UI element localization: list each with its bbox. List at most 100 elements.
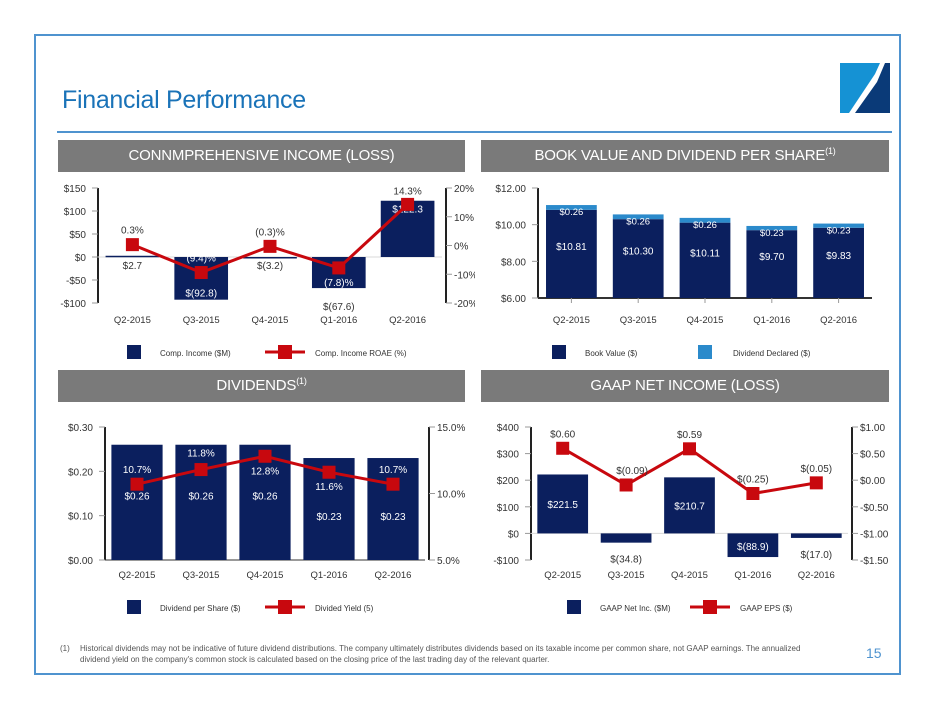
legend-label: GAAP Net Inc. ($M) (600, 604, 671, 613)
y2-tick-label: 10% (454, 213, 474, 224)
x-tick-label: Q4-2015 (687, 315, 724, 326)
legend-swatch-bar (552, 345, 566, 359)
legend-label: Comp. Income ($M) (160, 349, 231, 358)
x-tick-label: Q4-2015 (247, 570, 284, 581)
title-divider (57, 131, 892, 133)
page-number: 15 (866, 645, 882, 661)
line-value-label: $0.60 (550, 429, 575, 440)
y2-tick-label: 15.0% (437, 423, 465, 434)
line-value-label: 11.8% (187, 449, 215, 460)
bar-top-value-label: $0.26 (693, 220, 717, 231)
x-tick-label: Q2-2016 (375, 570, 412, 581)
line-marker (809, 476, 823, 490)
bar-top-value-label: $0.23 (760, 228, 784, 239)
y2-tick-label: -$0.50 (860, 503, 889, 514)
bar-dividend-declared (746, 225, 798, 231)
line-marker (130, 477, 144, 491)
panel-header-text: BOOK VALUE AND DIVIDEND PER SHARE (534, 147, 826, 164)
x-tick-label: Q2-2015 (544, 570, 581, 581)
y-tick-label: $0.10 (68, 512, 93, 523)
y-tick-label: $100 (64, 207, 87, 218)
bar-value-label: $9.83 (826, 251, 851, 262)
bar-dividend-declared (546, 205, 597, 210)
y2-tick-label: 20% (454, 184, 474, 195)
y-tick-label: -$100 (60, 299, 86, 310)
bar (239, 444, 291, 560)
y-tick-label: $50 (69, 230, 86, 241)
bar-top-value-label: $0.23 (827, 226, 851, 237)
line-value-label: 10.7% (379, 465, 407, 476)
bar-top-value-label: $0.26 (626, 216, 650, 227)
panel-header-comp-income: CONNMPREHENSIVE INCOME (LOSS) (58, 140, 465, 172)
x-tick-label: Q2-2015 (553, 315, 590, 326)
x-tick-label: Q2-2015 (119, 570, 156, 581)
line-marker (556, 441, 570, 455)
bar-book-value (546, 209, 597, 298)
bar-book-value (612, 219, 664, 298)
legend-swatch-bar (127, 345, 141, 359)
footnote-marker: (1) (60, 644, 70, 653)
footnote-text: Historical dividends may not be indicati… (80, 644, 801, 664)
y-tick-label: $8.00 (501, 257, 526, 268)
panel-header-text: GAAP NET INCOME (LOSS) (590, 377, 780, 394)
y2-tick-label: -10% (454, 270, 475, 281)
bar-value-label: $0.23 (316, 512, 341, 523)
company-logo-icon (840, 63, 890, 113)
line-value-label: 11.6% (315, 482, 343, 493)
line-marker (401, 197, 415, 211)
panel-header-gaap-net-income: GAAP NET INCOME (LOSS) (481, 370, 889, 402)
y-tick-label: $12.00 (495, 184, 526, 195)
y2-tick-label: $0.50 (860, 450, 885, 461)
bar (243, 257, 297, 259)
legend-swatch-bar (567, 600, 581, 614)
line-value-label: $(0.05) (800, 464, 832, 475)
line-value-label: (7.8)% (324, 278, 354, 289)
x-tick-label: Q1-2016 (311, 570, 348, 581)
bar-value-label: $10.81 (556, 242, 587, 253)
line-marker (322, 465, 336, 479)
line-marker (746, 487, 760, 500)
y2-tick-label: 5.0% (437, 556, 460, 567)
y2-tick-label: -$1.00 (860, 529, 889, 540)
bar-value-label: $(17.0) (800, 550, 832, 561)
bar (111, 444, 163, 560)
panel-header-text: CONNMPREHENSIVE INCOME (LOSS) (128, 147, 395, 164)
line-marker (194, 266, 208, 280)
bar-value-label: $221.5 (547, 500, 578, 511)
y-tick-label: -$100 (493, 556, 519, 567)
x-tick-label: Q3-2015 (183, 315, 220, 326)
y2-tick-label: -$1.50 (860, 556, 889, 567)
y-tick-label: $0.20 (68, 467, 93, 478)
bar-book-value (679, 222, 731, 298)
y-tick-label: $0.00 (68, 556, 93, 567)
bar-value-label: $(34.8) (610, 555, 642, 566)
x-tick-label: Q4-2015 (671, 570, 708, 581)
line-value-label: 10.7% (123, 465, 151, 476)
book-value-chart: $6.00 $8.00 $10.00 $12.00 Q2-2015 Q3-2015 Q4-2… (495, 184, 872, 359)
bar (600, 533, 652, 543)
legend-label: Comp. Income ROAE (%) (315, 349, 407, 358)
bar-value-label: $(3.2) (257, 261, 283, 272)
x-tick-label: Q2-2016 (798, 570, 835, 581)
bar (367, 458, 419, 560)
line-marker (683, 442, 696, 456)
panel-header-sup: (1) (825, 146, 836, 156)
page-title: Financial Performance (62, 86, 306, 114)
bar-value-label: $210.7 (674, 501, 705, 512)
line-value-label: 12.8% (251, 466, 279, 477)
panel-header-book-value: BOOK VALUE AND DIVIDEND PER SHARE(1) (481, 140, 889, 172)
panel-header-text: DIVIDENDS (216, 377, 297, 394)
bar-value-label: $0.26 (188, 492, 213, 503)
comp-income-chart: -$100 -$50 $0 $50 $100 $150 -20% -10% 0% 10% 20% Q2… (60, 184, 475, 359)
y-tick-label: $0 (508, 529, 520, 540)
bar-value-label: $9.70 (759, 252, 784, 263)
legend-swatch-marker (703, 600, 717, 614)
x-tick-label: Q4-2015 (252, 315, 289, 326)
bar-value-label: $(92.8) (185, 289, 217, 300)
y-tick-label: $300 (497, 450, 520, 461)
line-marker (258, 449, 272, 463)
y2-tick-label: 0% (454, 242, 469, 253)
bar (105, 255, 160, 258)
line-marker (386, 477, 400, 491)
bar-dividend-declared (612, 214, 664, 220)
